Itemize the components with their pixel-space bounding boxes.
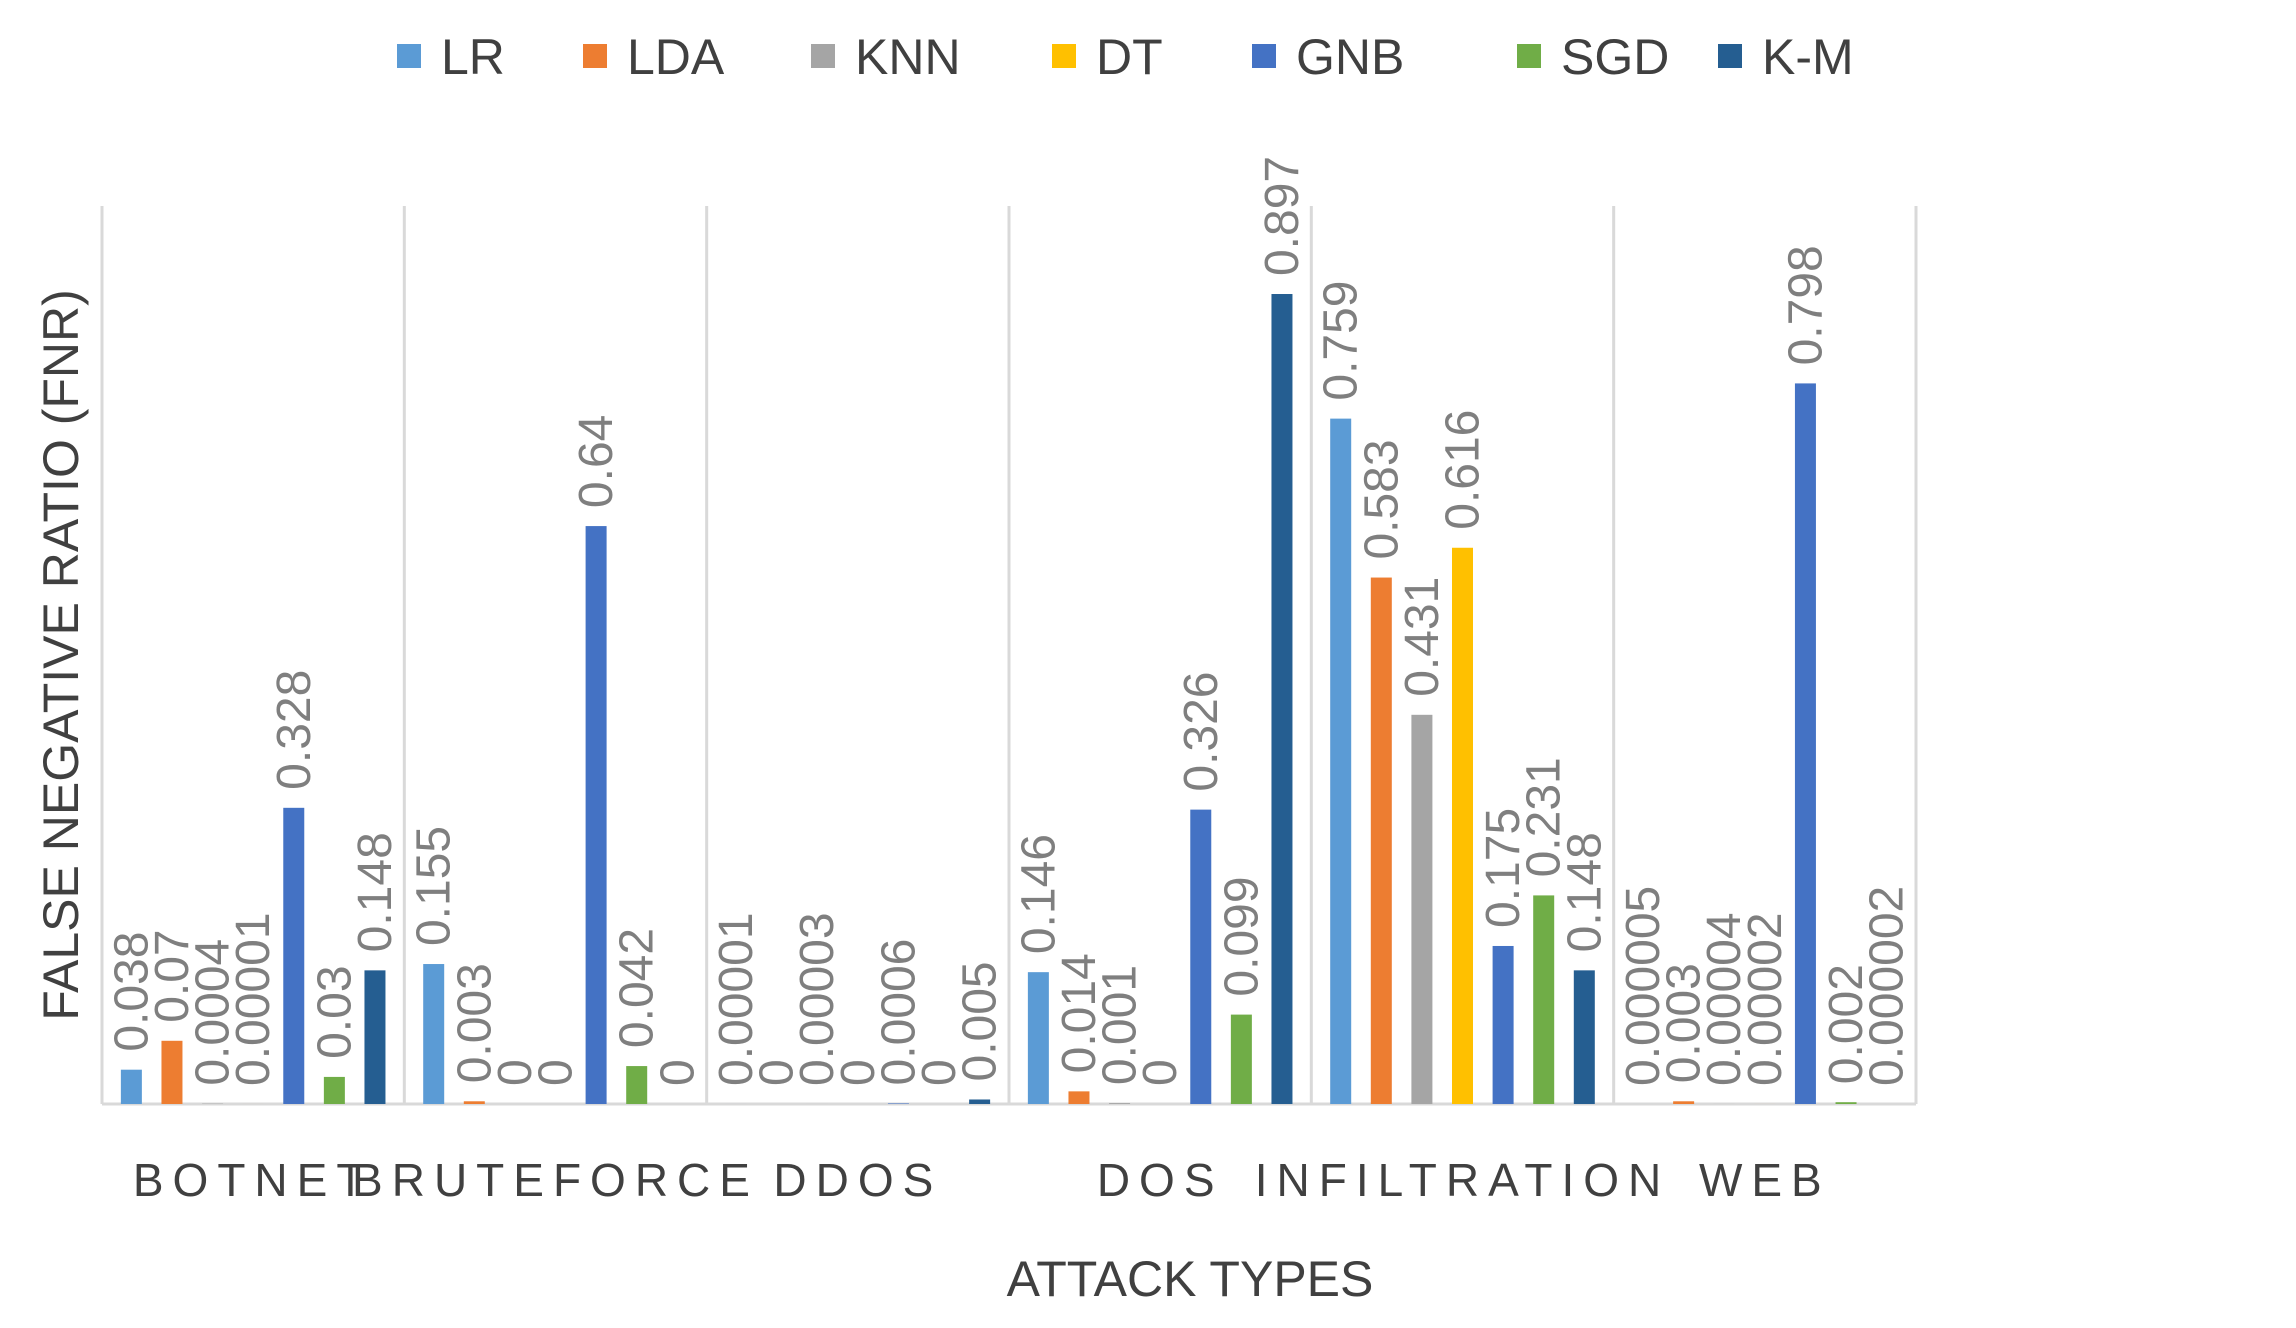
bar-infiltration-lda bbox=[1370, 577, 1392, 1104]
bar-ddos-k-m bbox=[969, 1099, 991, 1104]
data-label-web-sgd: 0.002 bbox=[1820, 964, 1873, 1084]
data-label-dos-sgd: 0.099 bbox=[1215, 876, 1268, 996]
legend-label-lda: LDA bbox=[627, 29, 725, 85]
legend-label-dt: DT bbox=[1096, 29, 1163, 85]
bar-bruteforce-lr bbox=[423, 964, 445, 1104]
data-label-botnet-gnb: 0.328 bbox=[268, 670, 321, 790]
data-label-infiltration-dt: 0.616 bbox=[1437, 410, 1490, 530]
data-label-infiltration-lr: 0.759 bbox=[1315, 280, 1368, 400]
data-label-infiltration-knn: 0.431 bbox=[1396, 577, 1449, 697]
bars-group bbox=[120, 294, 1898, 1104]
bar-botnet-gnb bbox=[283, 807, 305, 1104]
data-label-dos-knn: 0.001 bbox=[1094, 965, 1147, 1085]
bar-bruteforce-gnb bbox=[585, 526, 607, 1104]
bar-infiltration-k-m bbox=[1573, 970, 1595, 1104]
data-label-bruteforce-knn: 0 bbox=[489, 1059, 542, 1086]
data-label-bruteforce-gnb: 0.64 bbox=[570, 415, 623, 508]
bar-web-gnb bbox=[1794, 383, 1816, 1104]
legend-swatch-lr bbox=[397, 44, 421, 68]
data-label-web-knn: 0.00004 bbox=[1698, 912, 1751, 1086]
bar-infiltration-gnb bbox=[1492, 945, 1514, 1104]
legend-swatch-gnb bbox=[1252, 44, 1276, 68]
data-label-ddos-lr: 0.00001 bbox=[710, 912, 763, 1086]
bar-dos-gnb bbox=[1190, 809, 1212, 1104]
data-label-botnet-k-m: 0.148 bbox=[349, 832, 402, 952]
bar-infiltration-lr bbox=[1330, 418, 1352, 1104]
legend-swatch-k-m bbox=[1718, 44, 1742, 68]
x-axis-title: ATTACK TYPES bbox=[1007, 1251, 1374, 1307]
data-label-botnet-sgd: 0.03 bbox=[308, 965, 361, 1058]
bar-botnet-k-m bbox=[364, 970, 386, 1104]
legend-swatch-knn bbox=[811, 44, 835, 68]
data-label-infiltration-gnb: 0.175 bbox=[1477, 808, 1530, 928]
legend-swatch-sgd bbox=[1517, 44, 1541, 68]
category-label-ddos: DDOS bbox=[773, 1154, 942, 1206]
category-label-botnet: BOTNET bbox=[133, 1154, 374, 1206]
bar-bruteforce-sgd bbox=[626, 1066, 648, 1104]
data-label-web-dt: 0.00002 bbox=[1739, 912, 1792, 1086]
data-label-web-gnb: 0.798 bbox=[1779, 245, 1832, 365]
data-label-ddos-lda: 0 bbox=[751, 1059, 804, 1086]
data-label-ddos-dt: 0 bbox=[832, 1059, 885, 1086]
data-label-bruteforce-sgd: 0.042 bbox=[611, 928, 664, 1048]
chart-legend: LR LDA KNN DT GNB SGD K-M bbox=[397, 29, 1854, 85]
bar-infiltration-knn bbox=[1411, 714, 1433, 1104]
data-label-bruteforce-dt: 0 bbox=[530, 1059, 583, 1086]
bar-web-lda bbox=[1673, 1101, 1695, 1104]
y-axis-title: FALSE NEGATIVE RATIO (FNR) bbox=[33, 289, 89, 1021]
data-label-web-lda: 0.003 bbox=[1658, 963, 1711, 1083]
data-label-botnet-dt: 0.00001 bbox=[227, 912, 280, 1086]
bar-botnet-lr bbox=[120, 1069, 142, 1104]
bar-botnet-lda bbox=[161, 1040, 183, 1104]
legend-label-k-m: K-M bbox=[1762, 29, 1854, 85]
legend-label-gnb: GNB bbox=[1296, 29, 1404, 85]
bar-dos-knn bbox=[1109, 1103, 1131, 1104]
data-label-web-lr: 0.000005 bbox=[1617, 886, 1670, 1086]
category-label-web: WEB bbox=[1699, 1154, 1831, 1206]
bar-botnet-sgd bbox=[323, 1076, 345, 1104]
data-label-bruteforce-lda: 0.003 bbox=[448, 963, 501, 1083]
bar-dos-lda bbox=[1068, 1091, 1090, 1104]
data-label-bruteforce-lr: 0.155 bbox=[408, 826, 461, 946]
category-label-infiltration: INFILTRATION bbox=[1255, 1154, 1671, 1206]
data-label-infiltration-k-m: 0.148 bbox=[1558, 832, 1611, 952]
legend-swatch-dt bbox=[1052, 44, 1076, 68]
data-label-ddos-k-m: 0.005 bbox=[954, 961, 1007, 1081]
category-label-bruteforce: BRUTEFORCE bbox=[352, 1154, 759, 1206]
bar-dos-lr bbox=[1027, 972, 1049, 1104]
data-label-dos-lr: 0.146 bbox=[1012, 834, 1065, 954]
data-label-infiltration-lda: 0.583 bbox=[1355, 439, 1408, 559]
data-label-botnet-lr: 0.038 bbox=[105, 932, 158, 1052]
data-label-dos-dt: 0 bbox=[1134, 1059, 1187, 1086]
bar-bruteforce-lda bbox=[463, 1101, 485, 1104]
data-label-botnet-lda: 0.07 bbox=[146, 929, 199, 1022]
category-label-dos: DOS bbox=[1097, 1154, 1224, 1206]
data-label-ddos-sgd: 0 bbox=[913, 1059, 966, 1086]
data-label-ddos-gnb: 0.0006 bbox=[872, 939, 925, 1086]
data-label-infiltration-sgd: 0.231 bbox=[1518, 757, 1571, 877]
legend-label-knn: KNN bbox=[855, 29, 961, 85]
data-label-botnet-knn: 0.0004 bbox=[187, 939, 240, 1086]
bar-ddos-gnb bbox=[887, 1103, 909, 1104]
data-label-dos-k-m: 0.897 bbox=[1256, 156, 1309, 276]
data-label-dos-lda: 0.014 bbox=[1053, 953, 1106, 1073]
data-label-ddos-knn: 0.00003 bbox=[791, 912, 844, 1086]
bar-dos-sgd bbox=[1230, 1014, 1252, 1104]
legend-label-sgd: SGD bbox=[1561, 29, 1669, 85]
legend-swatch-lda bbox=[583, 44, 607, 68]
bar-web-sgd bbox=[1835, 1102, 1857, 1104]
legend-label-lr: LR bbox=[441, 29, 505, 85]
data-label-dos-gnb: 0.326 bbox=[1175, 671, 1228, 791]
bar-infiltration-sgd bbox=[1533, 895, 1555, 1104]
data-label-web-k-m: 0.000002 bbox=[1861, 886, 1914, 1086]
bar-infiltration-dt bbox=[1452, 547, 1473, 1104]
bar-dos-k-m bbox=[1271, 294, 1293, 1104]
data-label-bruteforce-k-m: 0 bbox=[651, 1059, 704, 1086]
category-separators bbox=[100, 206, 1918, 1104]
